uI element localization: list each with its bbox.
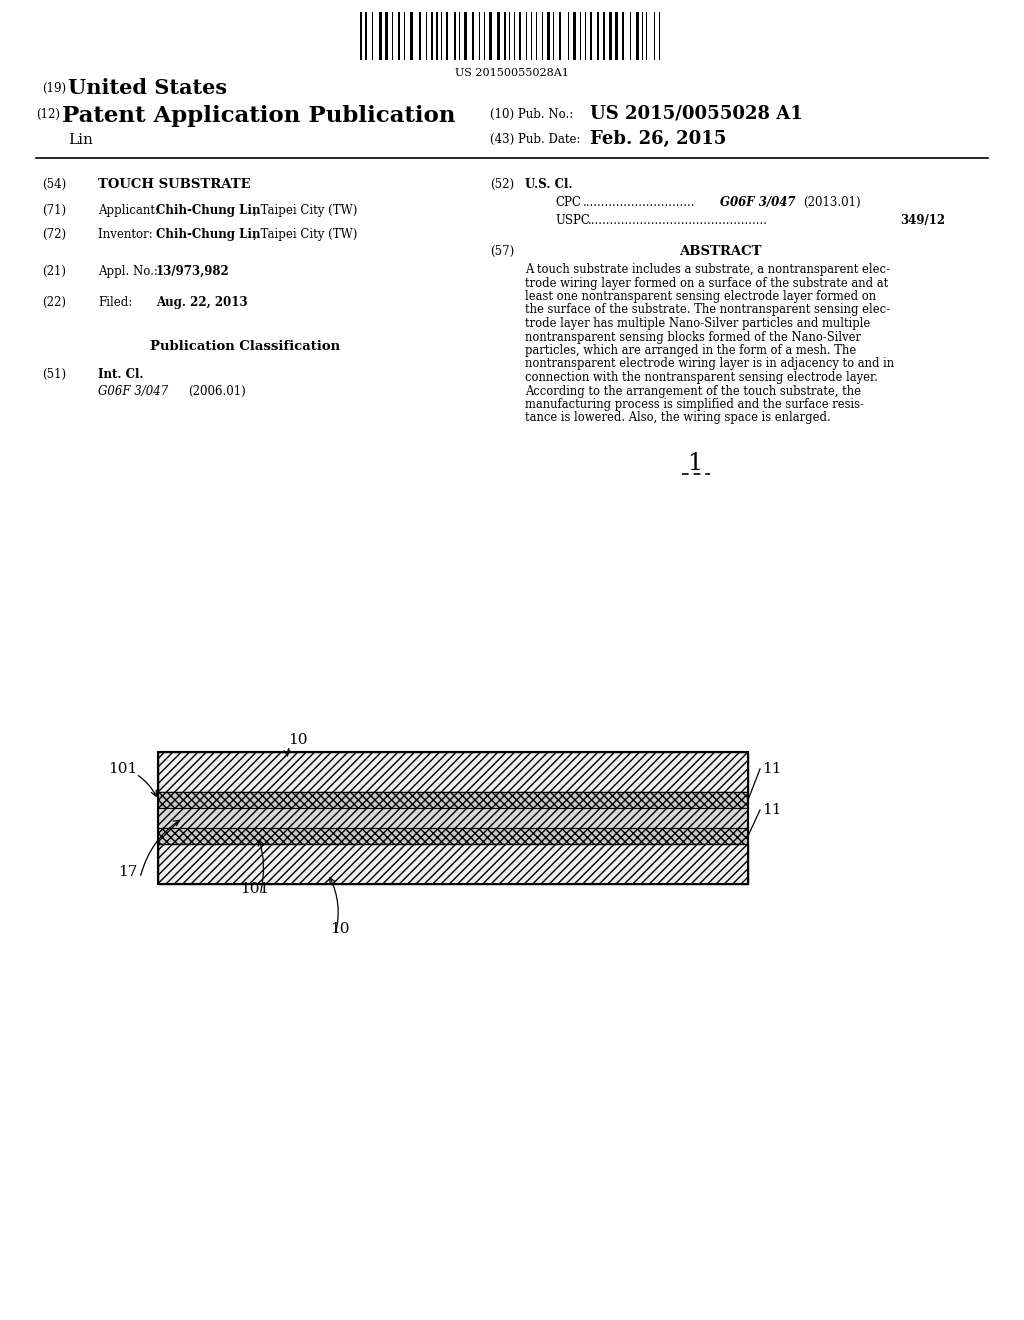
Text: Publication Classification: Publication Classification	[150, 341, 340, 352]
Text: nontransparent electrode wiring layer is in adjacency to and in: nontransparent electrode wiring layer is…	[525, 358, 894, 371]
Bar	[603, 12, 605, 59]
Text: Inventor:: Inventor:	[98, 228, 160, 242]
Bar	[410, 12, 413, 59]
Bar	[454, 12, 456, 59]
Text: (72): (72)	[42, 228, 67, 242]
Text: U.S. Cl.: U.S. Cl.	[525, 178, 572, 191]
Text: ..............................: ..............................	[583, 195, 695, 209]
Bar	[636, 12, 639, 59]
Bar	[519, 12, 521, 59]
Bar	[597, 12, 599, 59]
Text: Chih-Chung Lin: Chih-Chung Lin	[156, 228, 260, 242]
Bar	[431, 12, 433, 59]
Text: tance is lowered. Also, the wiring space is enlarged.: tance is lowered. Also, the wiring space…	[525, 412, 830, 425]
Text: Patent Application Publication: Patent Application Publication	[62, 106, 456, 127]
Bar	[504, 12, 506, 59]
Bar	[547, 12, 550, 59]
Text: Applicant:: Applicant:	[98, 205, 163, 216]
Text: (2006.01): (2006.01)	[188, 385, 246, 399]
Text: 10: 10	[288, 733, 308, 747]
Text: 101: 101	[108, 762, 137, 776]
Text: Appl. No.:: Appl. No.:	[98, 265, 162, 279]
Bar	[464, 12, 467, 59]
Bar	[379, 12, 382, 59]
Bar	[158, 808, 748, 828]
Bar	[365, 12, 367, 59]
Bar	[385, 12, 388, 59]
Text: (51): (51)	[42, 368, 67, 381]
Text: Chih-Chung Lin: Chih-Chung Lin	[156, 205, 260, 216]
Text: least one nontransparent sensing electrode layer formed on: least one nontransparent sensing electro…	[525, 290, 877, 304]
Text: trode layer has multiple Nano-Silver particles and multiple: trode layer has multiple Nano-Silver par…	[525, 317, 870, 330]
Text: G06F 3/047: G06F 3/047	[98, 385, 168, 399]
Text: According to the arrangement of the touch substrate, the: According to the arrangement of the touc…	[525, 384, 861, 397]
Text: United States: United States	[68, 78, 227, 98]
Text: (21): (21)	[42, 265, 66, 279]
Bar	[158, 828, 748, 843]
Text: 11: 11	[762, 803, 781, 817]
Text: ................................................: ........................................…	[588, 214, 768, 227]
Bar	[489, 12, 492, 59]
Text: 1: 1	[687, 451, 702, 475]
Bar	[436, 12, 438, 59]
Bar	[573, 12, 575, 59]
Text: particles, which are arranged in the form of a mesh. The: particles, which are arranged in the for…	[525, 345, 856, 356]
Bar	[615, 12, 618, 59]
Text: 17: 17	[119, 865, 137, 879]
Text: USPC: USPC	[555, 214, 590, 227]
Bar	[419, 12, 421, 59]
Bar	[609, 12, 612, 59]
Text: , Taipei City (TW): , Taipei City (TW)	[253, 205, 357, 216]
Bar	[158, 752, 748, 792]
Text: (57): (57)	[490, 246, 514, 257]
Bar	[360, 12, 362, 59]
Text: A touch substrate includes a substrate, a nontransparent elec-: A touch substrate includes a substrate, …	[525, 263, 890, 276]
Text: 13/973,982: 13/973,982	[156, 265, 229, 279]
Text: ABSTRACT: ABSTRACT	[679, 246, 761, 257]
Text: (54): (54)	[42, 178, 67, 191]
Bar	[590, 12, 592, 59]
Text: (52): (52)	[490, 178, 514, 191]
Bar	[472, 12, 474, 59]
Text: 349/12: 349/12	[900, 214, 945, 227]
Bar	[622, 12, 624, 59]
Text: 11: 11	[762, 762, 781, 776]
Bar	[158, 843, 748, 884]
Text: Lin: Lin	[68, 133, 93, 147]
Text: 10: 10	[331, 921, 350, 936]
Text: CPC: CPC	[555, 195, 581, 209]
Text: connection with the nontransparent sensing electrode layer.: connection with the nontransparent sensi…	[525, 371, 878, 384]
Text: nontransparent sensing blocks formed of the Nano-Silver: nontransparent sensing blocks formed of …	[525, 330, 861, 343]
Text: Feb. 26, 2015: Feb. 26, 2015	[590, 129, 726, 148]
Text: Int. Cl.: Int. Cl.	[98, 368, 143, 381]
Text: (12): (12)	[36, 108, 60, 121]
Text: (10) Pub. No.:: (10) Pub. No.:	[490, 108, 573, 121]
Text: manufacturing process is simplified and the surface resis-: manufacturing process is simplified and …	[525, 399, 864, 411]
Text: (71): (71)	[42, 205, 67, 216]
Bar	[446, 12, 449, 59]
Bar	[158, 792, 748, 808]
Text: TOUCH SUBSTRATE: TOUCH SUBSTRATE	[98, 178, 251, 191]
Bar	[559, 12, 561, 59]
Text: (2013.01): (2013.01)	[803, 195, 860, 209]
Text: Aug. 22, 2013: Aug. 22, 2013	[156, 296, 248, 309]
Text: US 2015/0055028 A1: US 2015/0055028 A1	[590, 106, 803, 123]
Text: , Taipei City (TW): , Taipei City (TW)	[253, 228, 357, 242]
Text: trode wiring layer formed on a surface of the substrate and at: trode wiring layer formed on a surface o…	[525, 276, 888, 289]
Text: (22): (22)	[42, 296, 66, 309]
Text: 101: 101	[241, 882, 269, 896]
Text: Filed:: Filed:	[98, 296, 132, 309]
Text: the surface of the substrate. The nontransparent sensing elec-: the surface of the substrate. The nontra…	[525, 304, 890, 317]
Text: (43) Pub. Date:: (43) Pub. Date:	[490, 133, 581, 147]
Bar	[158, 752, 748, 884]
Bar	[497, 12, 500, 59]
Text: G06F 3/047: G06F 3/047	[720, 195, 796, 209]
Bar	[398, 12, 400, 59]
Text: (19): (19)	[42, 82, 67, 95]
Text: US 20150055028A1: US 20150055028A1	[455, 69, 569, 78]
